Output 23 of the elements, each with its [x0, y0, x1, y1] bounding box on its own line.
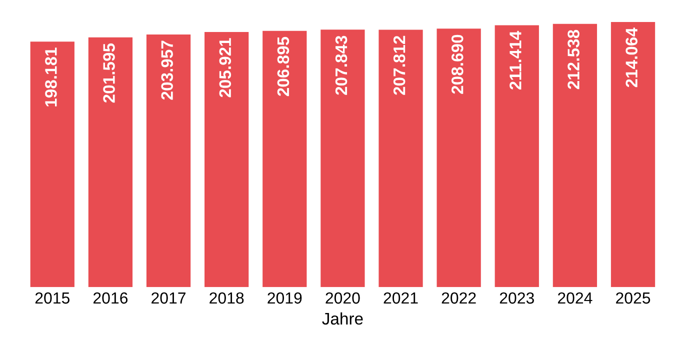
x-tick-label: 2019 — [268, 292, 302, 304]
data-label: 207.843 — [335, 36, 348, 95]
data-label: 208.690 — [452, 34, 464, 94]
x-tick-label: 2024 — [558, 292, 592, 304]
x-tick-label: 2017 — [152, 292, 186, 304]
data-label: 198.181 — [45, 48, 57, 106]
data-label: 214.064 — [626, 28, 638, 88]
x-tick-label: 2023 — [500, 292, 534, 304]
data-label: 207.812 — [393, 36, 406, 95]
x-axis-title: Jahre — [322, 312, 363, 325]
data-label: 211.414 — [510, 30, 522, 90]
x-tick-label: 2021 — [384, 292, 418, 304]
data-label: 206.895 — [277, 36, 290, 96]
x-tick-label: 2020 — [326, 292, 360, 304]
data-label: 203.957 — [161, 40, 174, 100]
x-tick-label: 2022 — [442, 292, 476, 304]
x-tick-label: 2016 — [93, 292, 128, 304]
x-tick-label: 2018 — [210, 292, 244, 304]
data-label: 201.595 — [103, 43, 115, 103]
data-label: 205.921 — [219, 38, 232, 98]
x-tick-label: 2025 — [616, 292, 650, 304]
x-tick-label: 2015 — [35, 292, 70, 304]
data-label: 212.538 — [568, 30, 580, 90]
